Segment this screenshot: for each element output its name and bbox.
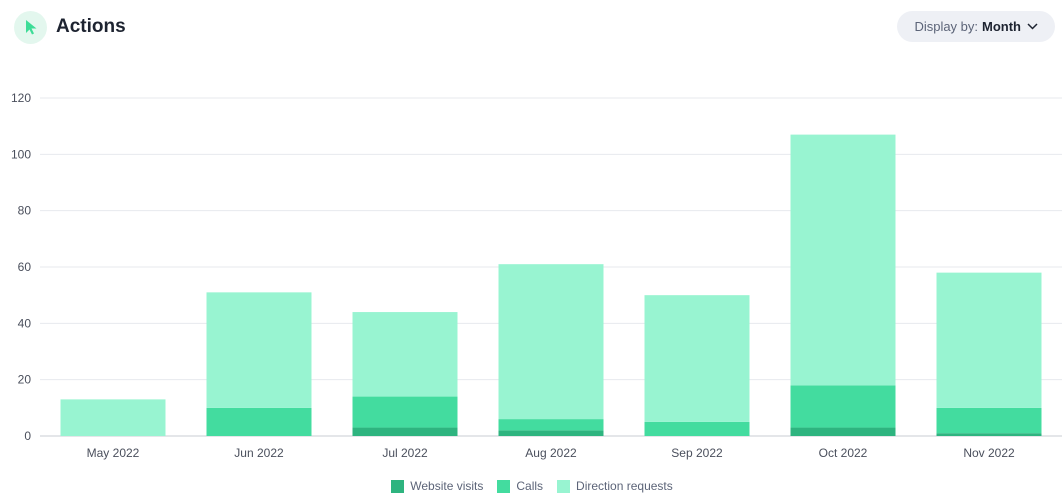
legend-swatch: [497, 479, 511, 493]
display-by-value: Month: [982, 19, 1021, 34]
legend-swatch: [557, 479, 571, 493]
legend-label: Website visits: [410, 479, 484, 493]
bar-segment: [644, 421, 750, 436]
y-tick-label: 80: [18, 204, 32, 218]
bar-segment: [498, 264, 604, 420]
legend-label: Calls: [516, 479, 544, 493]
x-tick-label: Sep 2022: [671, 446, 723, 460]
x-tick-label: Oct 2022: [819, 446, 868, 460]
x-tick-label: Jul 2022: [382, 446, 428, 460]
display-by-dropdown[interactable]: Display by: Month: [897, 11, 1055, 42]
bar-segment: [498, 419, 604, 431]
y-tick-label: 20: [18, 373, 32, 387]
chart-legend: Website visits Calls Direction requests: [0, 479, 1064, 493]
display-by-label: Display by:: [914, 19, 979, 34]
legend-item[interactable]: Direction requests: [557, 479, 673, 493]
bar-segment: [936, 433, 1042, 436]
y-tick-label: 100: [11, 147, 31, 161]
bar-segment: [60, 399, 166, 436]
stacked-bar-chart: 0 20 40 60 80 100 120 May 2022 Jun 2022 Jul 2022 A…: [11, 91, 1062, 460]
card-title: Actions: [56, 16, 126, 37]
x-tick-label: May 2022: [87, 446, 140, 460]
legend-label: Direction requests: [576, 479, 673, 493]
bar-segment: [936, 407, 1042, 434]
bar-segment: [790, 134, 896, 386]
legend-swatch: [391, 479, 405, 493]
x-tick-label: Jun 2022: [234, 446, 284, 460]
y-tick-label: 120: [11, 91, 31, 105]
bar-segment: [644, 295, 750, 422]
bar-segment: [206, 407, 312, 436]
bar-segment: [206, 292, 312, 408]
x-tick-label: Aug 2022: [525, 446, 577, 460]
y-tick-label: 0: [24, 429, 31, 443]
bar-segment: [352, 312, 458, 397]
legend-item[interactable]: Website visits: [391, 479, 483, 493]
y-tick-label: 60: [18, 260, 32, 274]
cursor-arrow-icon: [14, 10, 47, 44]
bar-segment: [790, 385, 896, 428]
bar-segment: [936, 272, 1042, 408]
bar-segment: [498, 430, 604, 436]
card-header: Actions: [14, 10, 126, 44]
y-tick-label: 40: [18, 316, 32, 330]
bar-segment: [790, 427, 896, 436]
chevron-down-icon: [1027, 23, 1038, 30]
bar-segment: [352, 396, 458, 428]
x-tick-label: Nov 2022: [963, 446, 1015, 460]
bar-segment: [352, 427, 458, 436]
legend-item[interactable]: Calls: [497, 479, 543, 493]
